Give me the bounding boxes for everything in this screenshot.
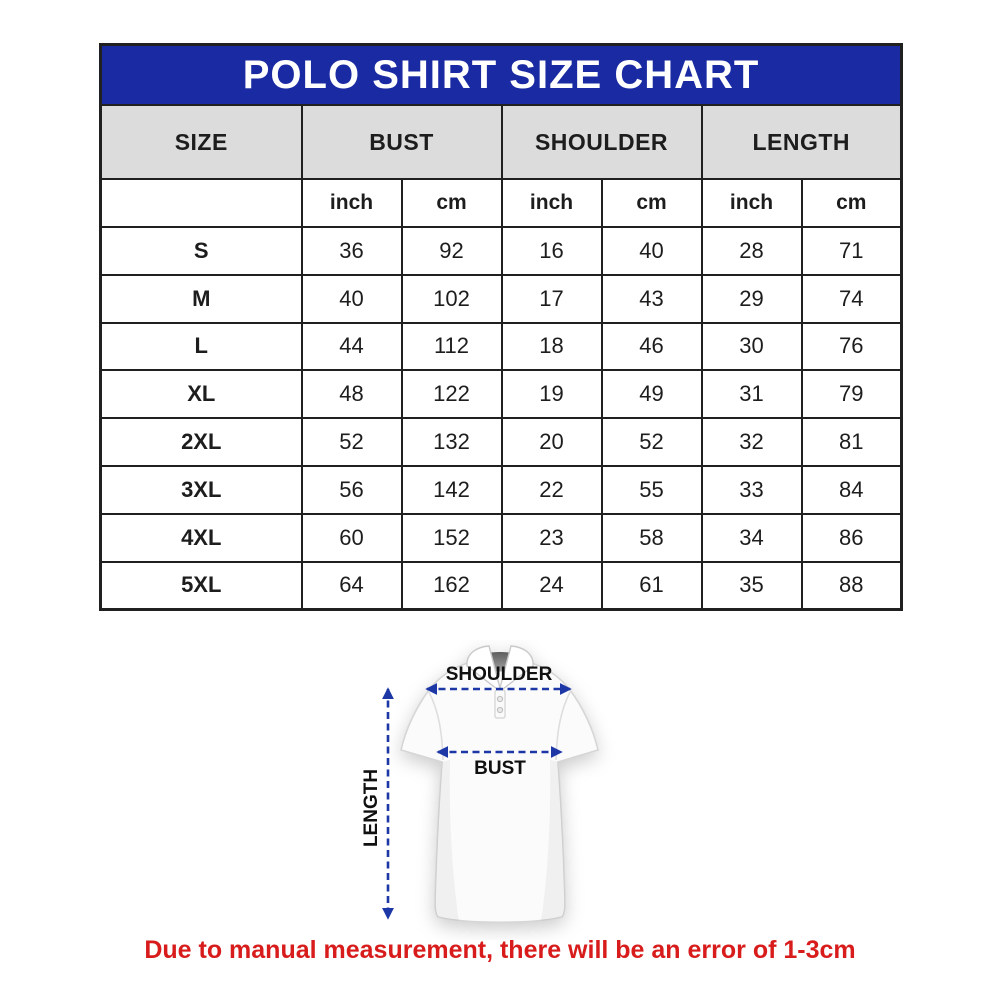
size-chart-table: POLO SHIRT SIZE CHART SIZE BUST SHOULDER… bbox=[99, 43, 904, 612]
title-banner-row: POLO SHIRT SIZE CHART bbox=[99, 43, 903, 106]
unit-cell: inch bbox=[500, 178, 603, 228]
measurement-error-note: Due to manual measurement, there will be… bbox=[144, 936, 856, 964]
value-cell: 52 bbox=[300, 417, 403, 467]
value-cell: 43 bbox=[600, 273, 703, 324]
value-cell: 102 bbox=[400, 273, 503, 324]
table-row: 2XL 52 132 20 52 32 81 bbox=[99, 417, 903, 467]
value-cell: 81 bbox=[800, 417, 903, 467]
col-header-shoulder: SHOULDER bbox=[500, 104, 703, 180]
value-cell: 17 bbox=[500, 273, 603, 324]
unit-cell: inch bbox=[700, 178, 803, 228]
size-cell: L bbox=[99, 321, 303, 372]
value-cell: 33 bbox=[700, 464, 803, 515]
value-cell: 40 bbox=[600, 226, 703, 276]
value-cell: 20 bbox=[500, 417, 603, 467]
value-cell: 88 bbox=[800, 560, 903, 611]
shirt-button bbox=[496, 695, 504, 703]
shirt-shading-left bbox=[435, 760, 459, 921]
unit-cell: inch bbox=[300, 178, 403, 228]
table-row: 3XL 56 142 22 55 33 84 bbox=[99, 464, 903, 515]
length-label: LENGTH bbox=[361, 769, 382, 847]
value-cell: 40 bbox=[300, 273, 403, 324]
value-cell: 35 bbox=[700, 560, 803, 611]
value-cell: 74 bbox=[800, 273, 903, 324]
column-group-header-row: SIZE BUST SHOULDER LENGTH bbox=[99, 104, 903, 180]
value-cell: 55 bbox=[600, 464, 703, 515]
value-cell: 61 bbox=[600, 560, 703, 611]
shoulder-label: SHOULDER bbox=[446, 664, 553, 685]
value-cell: 58 bbox=[600, 512, 703, 563]
unit-cell: cm bbox=[400, 178, 503, 228]
value-cell: 71 bbox=[800, 226, 903, 276]
value-cell: 142 bbox=[400, 464, 503, 515]
chart-title: POLO SHIRT SIZE CHART bbox=[99, 43, 903, 106]
polo-shirt-illustration bbox=[400, 645, 599, 924]
size-cell: S bbox=[99, 226, 303, 276]
value-cell: 76 bbox=[800, 321, 903, 372]
value-cell: 28 bbox=[700, 226, 803, 276]
collar-right-flap bbox=[497, 645, 534, 694]
col-header-size: SIZE bbox=[99, 104, 303, 180]
value-cell: 52 bbox=[600, 417, 703, 467]
value-cell: 84 bbox=[800, 464, 903, 515]
table-row: L 44 112 18 46 30 76 bbox=[99, 321, 903, 372]
value-cell: 29 bbox=[700, 273, 803, 324]
polo-shirt-measurement-diagram: SHOULDER BUST LENGTH bbox=[361, 645, 599, 924]
col-header-bust: BUST bbox=[300, 104, 503, 180]
value-cell: 92 bbox=[400, 226, 503, 276]
value-cell: 31 bbox=[700, 369, 803, 420]
col-header-length: LENGTH bbox=[700, 104, 903, 180]
value-cell: 16 bbox=[500, 226, 603, 276]
unit-cell: cm bbox=[800, 178, 903, 228]
value-cell: 64 bbox=[300, 560, 403, 611]
value-cell: 48 bbox=[300, 369, 403, 420]
value-cell: 122 bbox=[400, 369, 503, 420]
table-row: M 40 102 17 43 29 74 bbox=[99, 273, 903, 324]
size-cell: 4XL bbox=[99, 512, 303, 563]
size-cell: 2XL bbox=[99, 417, 303, 467]
value-cell: 112 bbox=[400, 321, 503, 372]
table-row: XL 48 122 19 49 31 79 bbox=[99, 369, 903, 420]
value-cell: 18 bbox=[500, 321, 603, 372]
value-cell: 19 bbox=[500, 369, 603, 420]
value-cell: 60 bbox=[300, 512, 403, 563]
value-cell: 32 bbox=[700, 417, 803, 467]
value-cell: 162 bbox=[400, 560, 503, 611]
value-cell: 34 bbox=[700, 512, 803, 563]
size-cell: 5XL bbox=[99, 560, 303, 611]
value-cell: 44 bbox=[300, 321, 403, 372]
value-cell: 56 bbox=[300, 464, 403, 515]
unit-header-row: inch cm inch cm inch cm bbox=[99, 178, 903, 228]
table-row: 4XL 60 152 23 58 34 86 bbox=[99, 512, 903, 563]
collar-left-flap bbox=[466, 645, 503, 694]
value-cell: 152 bbox=[400, 512, 503, 563]
value-cell: 22 bbox=[500, 464, 603, 515]
bust-label: BUST bbox=[474, 758, 526, 779]
size-cell: XL bbox=[99, 369, 303, 420]
value-cell: 79 bbox=[800, 369, 903, 420]
value-cell: 23 bbox=[500, 512, 603, 563]
value-cell: 36 bbox=[300, 226, 403, 276]
value-cell: 24 bbox=[500, 560, 603, 611]
value-cell: 132 bbox=[400, 417, 503, 467]
table-row: S 36 92 16 40 28 71 bbox=[99, 226, 903, 276]
unit-cell: cm bbox=[600, 178, 703, 228]
unit-spacer-cell bbox=[99, 178, 303, 228]
value-cell: 30 bbox=[700, 321, 803, 372]
value-cell: 49 bbox=[600, 369, 703, 420]
shirt-shading-right bbox=[541, 760, 565, 921]
value-cell: 86 bbox=[800, 512, 903, 563]
button-placket bbox=[494, 689, 506, 719]
table-row: 5XL 64 162 24 61 35 88 bbox=[99, 560, 903, 611]
shirt-button bbox=[496, 706, 504, 714]
value-cell: 46 bbox=[600, 321, 703, 372]
size-cell: 3XL bbox=[99, 464, 303, 515]
size-cell: M bbox=[99, 273, 303, 324]
